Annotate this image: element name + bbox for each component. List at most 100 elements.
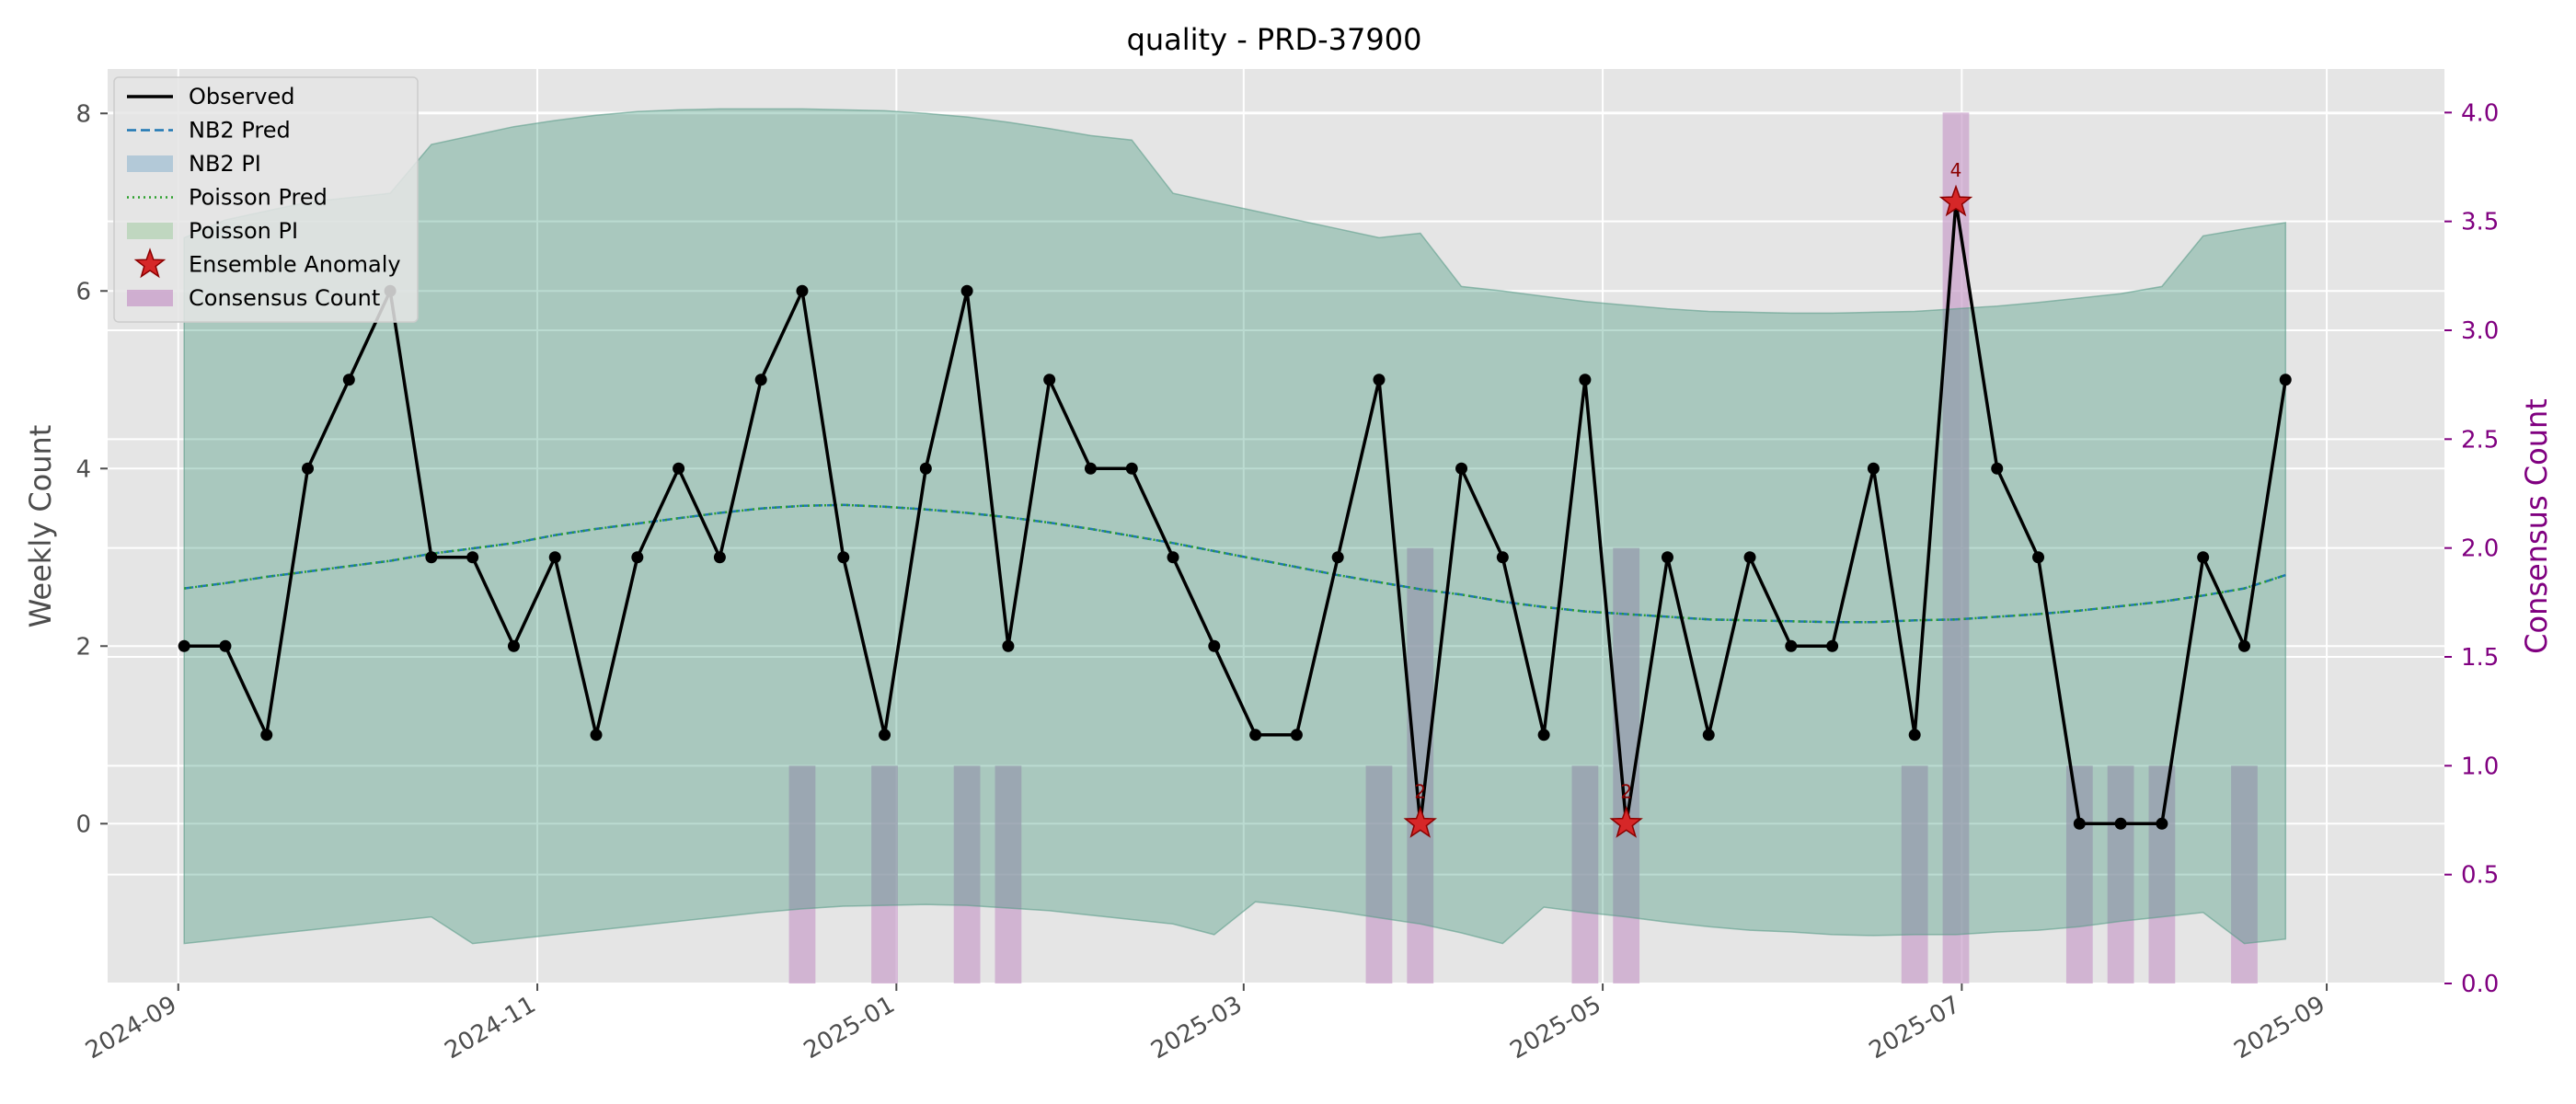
anomaly-star [1609, 806, 1643, 838]
y2-tick-label: 2.0 [2461, 535, 2499, 563]
consensus-bar [1571, 765, 1599, 983]
observed-point [548, 551, 561, 564]
legend-label: Poisson Pred [189, 185, 328, 211]
y-tick-label: 0 [75, 811, 91, 838]
observed-point [754, 374, 767, 386]
observed-point [1455, 462, 1468, 475]
anomaly-label: 2 [1620, 780, 1632, 802]
x-tick-label: 2025-09 [2229, 991, 2329, 1064]
y2-tick-label: 0.5 [2461, 862, 2499, 890]
y2-tick-label: 2.5 [2461, 426, 2499, 454]
y2-tick-label: 0.0 [2461, 971, 2499, 998]
observed-point [1991, 462, 2004, 475]
anomaly-label: 4 [1950, 159, 1962, 181]
observed-point [631, 551, 644, 564]
x-tick-label: 2024-09 [81, 991, 181, 1064]
observed-point [2156, 817, 2168, 830]
observed-point [1743, 551, 1756, 564]
observed-point [260, 729, 273, 742]
observed-point [425, 551, 438, 564]
observed-point [2279, 374, 2292, 386]
y2-tick-label: 1.5 [2461, 644, 2499, 672]
legend-label: Consensus Count [189, 285, 380, 311]
y-tick-label: 4 [75, 455, 91, 483]
y-tick-label: 2 [75, 633, 91, 661]
observed-point [2073, 817, 2086, 830]
observed-point [1867, 462, 1880, 475]
observed-point [919, 462, 932, 475]
observed-point [1249, 729, 1262, 742]
observed-point [2114, 817, 2127, 830]
observed-point [796, 284, 809, 297]
observed-point [1496, 551, 1509, 564]
chart-title: quality - PRD-37900 [1127, 22, 1422, 57]
y2-tick-label: 1.0 [2461, 753, 2499, 780]
legend-label: NB2 Pred [189, 118, 291, 144]
observed-line [184, 201, 2288, 826]
observed-point [2197, 551, 2210, 564]
y2-tick-label: 3.5 [2461, 209, 2499, 236]
consensus-bar [953, 765, 981, 983]
consensus-bars [788, 112, 2258, 984]
observed-point [713, 551, 726, 564]
observed-point [1579, 374, 1592, 386]
x-tick-label: 2025-07 [1865, 991, 1965, 1064]
anomaly-star [1403, 806, 1437, 838]
observed-point [1702, 729, 1715, 742]
y-tick-label: 6 [75, 278, 91, 305]
consensus-bar [871, 765, 898, 983]
consensus-bar [1901, 765, 1928, 983]
observed-point [960, 284, 973, 297]
observed-point [1331, 551, 1344, 564]
legend-label: Observed [189, 84, 294, 109]
y-axis-title: Weekly Count [23, 425, 58, 628]
observed-point [2237, 639, 2250, 652]
consensus-bar [2065, 765, 2093, 983]
observed-point [1002, 639, 1015, 652]
legend-label: Ensemble Anomaly [189, 252, 401, 278]
poisson-pred-line [184, 503, 2286, 624]
grid [108, 69, 2444, 984]
observed-point [1373, 374, 1386, 386]
y2-tick-label: 4.0 [2461, 99, 2499, 127]
legend-swatch-poisson-pi [127, 223, 173, 239]
observed-point [1167, 551, 1179, 564]
legend-box [113, 76, 419, 323]
consensus-bar [2107, 765, 2134, 983]
observed-point [466, 551, 479, 564]
consensus-bar [788, 765, 816, 983]
observed-point [219, 639, 232, 652]
observed-point [178, 639, 190, 652]
consensus-bar [1407, 547, 1434, 983]
observed-point [1290, 729, 1303, 742]
observed-point [837, 551, 850, 564]
observed-point [879, 729, 891, 742]
observed-point [1043, 374, 1056, 386]
anomaly-label: 2 [1414, 780, 1426, 802]
legend: Observed NB2 Pred NB2 PI Poisson Pred Poisso… [113, 76, 419, 323]
observed-point [673, 462, 685, 475]
x-tick-label: 2025-03 [1146, 991, 1247, 1064]
observed-point [590, 729, 603, 742]
x-tick-label: 2025-05 [1506, 991, 1606, 1064]
anomaly-star [1938, 184, 1973, 217]
y2-tick-label: 3.0 [2461, 317, 2499, 345]
prediction-lines [184, 503, 2286, 624]
observed-point [1084, 462, 1097, 475]
observed-point [1826, 639, 1839, 652]
observed-point [1908, 729, 1921, 742]
consensus-bar [2231, 765, 2258, 983]
y-tick-label: 8 [75, 100, 91, 128]
consensus-bar [2148, 765, 2176, 983]
legend-swatch-consensus [127, 290, 173, 306]
observed-point [1785, 639, 1798, 652]
observed-point [302, 462, 315, 475]
observed-point [2032, 551, 2045, 564]
observed-point [507, 639, 520, 652]
observed-point [1125, 462, 1138, 475]
poisson-pi-band [183, 108, 2287, 945]
x-tick-label: 2025-01 [799, 991, 900, 1064]
legend-label: Poisson PI [189, 218, 298, 244]
x-tick-label: 2024-11 [440, 991, 540, 1064]
